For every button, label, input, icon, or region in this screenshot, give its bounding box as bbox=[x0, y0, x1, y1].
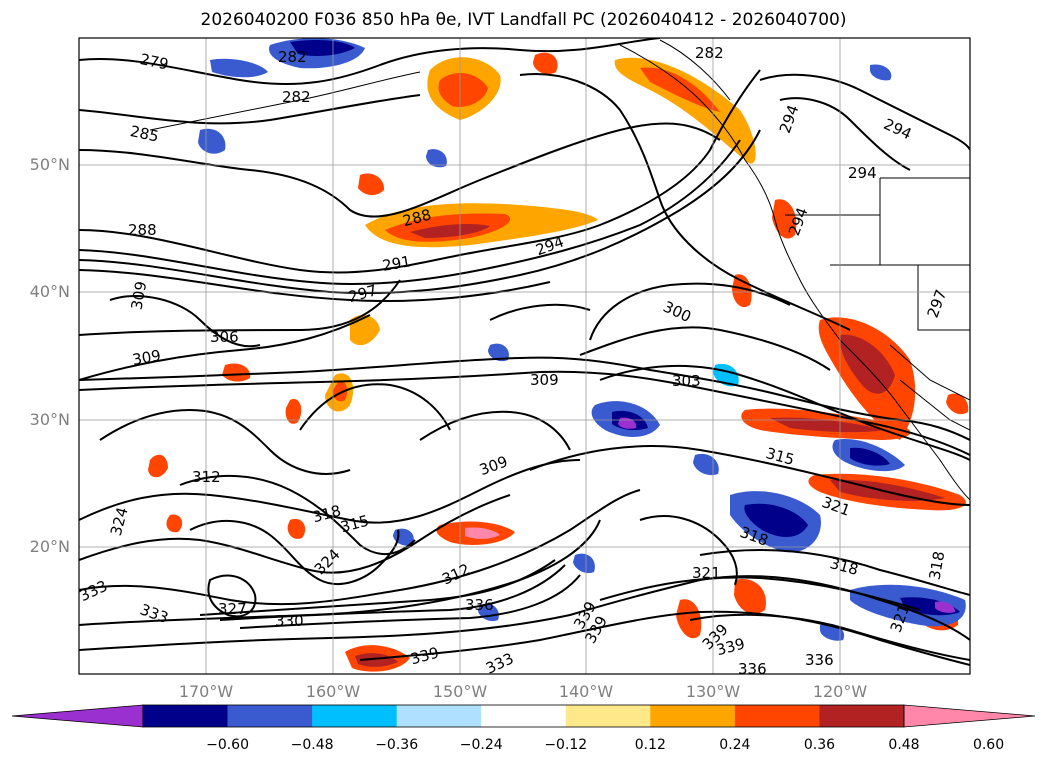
colorbar bbox=[11, 704, 1036, 728]
colorbar-tick-label: −0.60 bbox=[206, 737, 249, 753]
lat-label-50: 50°N bbox=[29, 155, 70, 174]
lat-label-40: 40°N bbox=[29, 282, 70, 301]
lat-label-20: 20°N bbox=[29, 537, 70, 556]
contour-label: 330 bbox=[275, 612, 304, 630]
contour-label: 282 bbox=[282, 88, 311, 106]
contour-label: 309 bbox=[530, 371, 559, 389]
colorbar-extend-min bbox=[11, 704, 144, 728]
contour-label: 336 bbox=[738, 660, 767, 678]
colorbar-tick-label: 0.48 bbox=[888, 737, 920, 753]
colorbar-box bbox=[565, 705, 651, 727]
lon-label-160w: 160°W bbox=[305, 682, 361, 701]
colorbar-box bbox=[734, 705, 820, 727]
contour-label: 318 bbox=[926, 550, 949, 581]
contour-label: 309 bbox=[131, 346, 162, 369]
colorbar-box bbox=[819, 705, 905, 727]
colorbar-box bbox=[650, 705, 736, 727]
contour-label: 285 bbox=[129, 122, 161, 146]
coastlines bbox=[149, 39, 970, 501]
colorbar-outline bbox=[142, 704, 905, 728]
colorbar-box bbox=[143, 705, 229, 727]
colorbar-tick-label: 0.12 bbox=[634, 737, 666, 753]
colorbar-extend-max bbox=[903, 704, 1036, 728]
colorbar-tick-label: 0.24 bbox=[719, 737, 751, 753]
contour-label: 321 bbox=[692, 564, 721, 582]
contour-label: 303 bbox=[672, 372, 701, 390]
colorbar-tick-label: −0.12 bbox=[544, 737, 588, 753]
contour-label: 282 bbox=[695, 44, 724, 62]
lon-label-140w: 140°W bbox=[558, 682, 614, 701]
colorbar-box bbox=[481, 705, 567, 727]
colorbar-box bbox=[396, 705, 482, 727]
plot-title: 2026040200 F036 850 hPa θe, IVT Landfall… bbox=[200, 10, 847, 30]
lon-label-130w: 130°W bbox=[685, 682, 741, 701]
lon-label-120w: 120°W bbox=[812, 682, 868, 701]
lon-label-170w: 170°W bbox=[178, 682, 234, 701]
contour-label: 291 bbox=[381, 252, 412, 275]
contour-label: 312 bbox=[192, 468, 221, 486]
lon-label-150w: 150°W bbox=[432, 682, 488, 701]
contour-label: 309 bbox=[128, 280, 151, 311]
contour-label: 294 bbox=[848, 164, 877, 182]
positive-anomaly-shading bbox=[148, 52, 969, 672]
contour-label: 288 bbox=[128, 221, 157, 239]
graticule bbox=[79, 38, 970, 674]
theta-e-contours bbox=[79, 38, 970, 666]
contour-label: 282 bbox=[278, 48, 307, 66]
contour-label: 279 bbox=[138, 50, 170, 74]
contour-label: 306 bbox=[210, 328, 239, 346]
contour-label: 336 bbox=[805, 651, 834, 669]
map-frame bbox=[78, 37, 971, 675]
colorbar-tick-label: 0.60 bbox=[972, 737, 1005, 753]
colorbar-box bbox=[312, 705, 398, 727]
contour-label: 336 bbox=[465, 596, 494, 614]
contour-labels: 279 282 282 282 285 288 288 291 294 294 … bbox=[79, 44, 950, 678]
colorbar-tick-label: 0.36 bbox=[803, 737, 836, 753]
colorbar-box bbox=[227, 705, 313, 727]
colorbar-tick-label: −0.48 bbox=[290, 737, 334, 753]
colorbar-tick-label: −0.24 bbox=[459, 737, 503, 753]
lat-label-30: 30°N bbox=[29, 410, 70, 429]
contour-label: 327 bbox=[218, 600, 247, 618]
colorbar-tick-label: −0.36 bbox=[375, 737, 419, 753]
